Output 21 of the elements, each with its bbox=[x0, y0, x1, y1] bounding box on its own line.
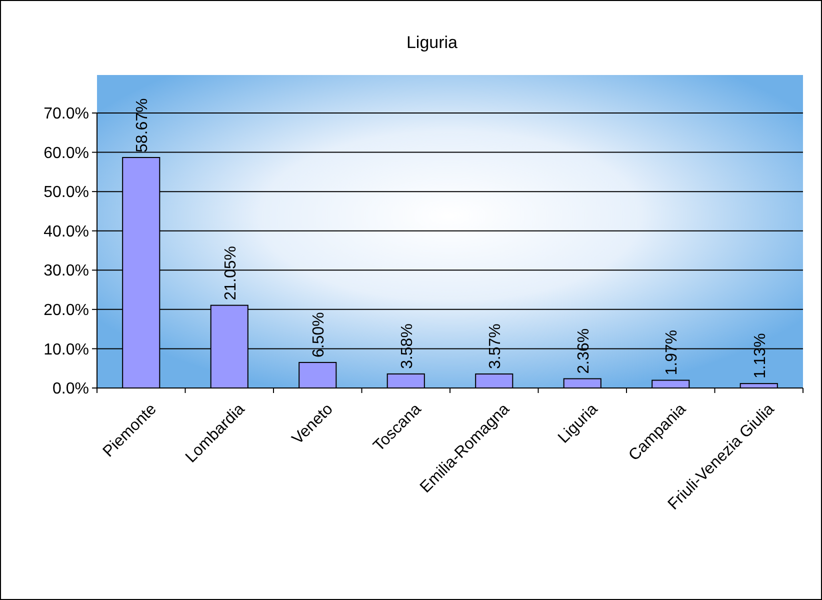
y-tick-label: 70.0% bbox=[44, 106, 89, 123]
y-tick-label: 60.0% bbox=[44, 144, 89, 162]
bar bbox=[386, 373, 425, 388]
bar bbox=[563, 378, 602, 388]
data-label: 1.13% bbox=[752, 333, 769, 379]
data-label: 6.50% bbox=[310, 312, 328, 358]
y-tick-label: 20.0% bbox=[44, 302, 89, 320]
data-label: 3.58% bbox=[398, 324, 416, 369]
y-tick-label: 50.0% bbox=[44, 184, 89, 202]
y-tick-label: 10.0% bbox=[44, 341, 89, 358]
data-label: 3.57% bbox=[487, 324, 504, 369]
data-label: 58.67% bbox=[134, 98, 152, 153]
data-label: 21.05% bbox=[222, 246, 240, 300]
data-label: 1.97% bbox=[664, 330, 681, 376]
bar bbox=[475, 373, 514, 388]
y-tick-label: 30.0% bbox=[44, 262, 89, 280]
y-tick-label: 0.0% bbox=[52, 380, 89, 398]
data-label: 2.36% bbox=[575, 328, 592, 374]
chart-title: Liguria bbox=[406, 33, 458, 52]
y-tick-label: 40.0% bbox=[44, 223, 89, 240]
bar bbox=[298, 362, 337, 388]
